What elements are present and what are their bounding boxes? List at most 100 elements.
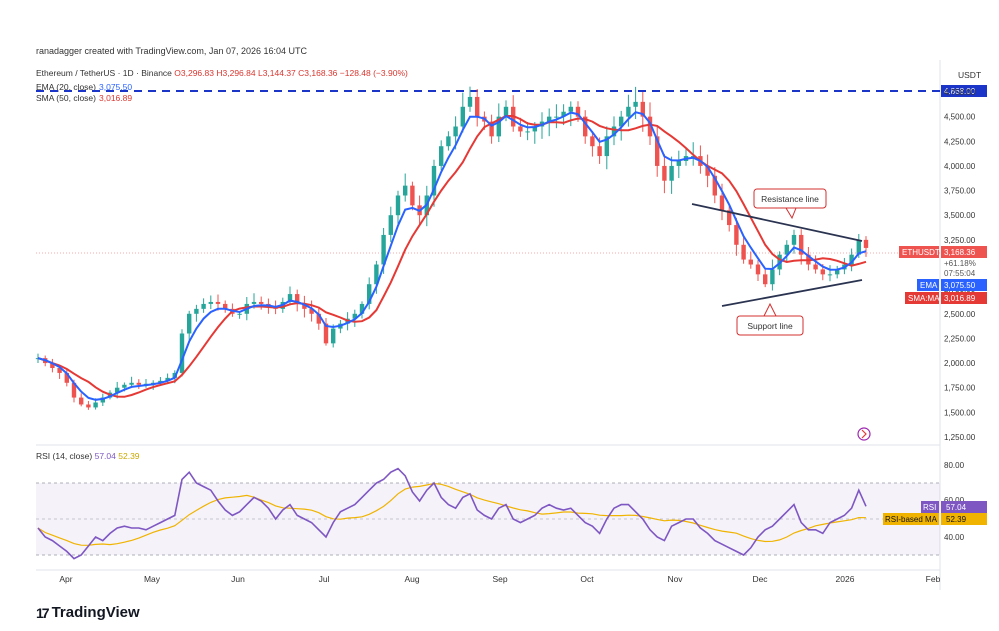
- candle-body[interactable]: [309, 308, 314, 314]
- currency-label[interactable]: USDT: [958, 70, 981, 80]
- ema-legend[interactable]: EMA (20, close) 3,075.50: [36, 82, 132, 92]
- candle-body[interactable]: [647, 116, 653, 137]
- candle-body[interactable]: [237, 313, 242, 315]
- candle-body[interactable]: [215, 301, 221, 304]
- candle-body[interactable]: [115, 387, 120, 393]
- candle-body[interactable]: [302, 303, 307, 309]
- candle-body[interactable]: [475, 96, 480, 117]
- candle-body[interactable]: [187, 313, 192, 334]
- candle-body[interactable]: [554, 116, 559, 118]
- candle-body[interactable]: [784, 244, 789, 255]
- symbol-title[interactable]: Ethereum / TetherUS · 1D · Binance: [36, 68, 172, 78]
- candle-body[interactable]: [446, 136, 451, 147]
- candle-body[interactable]: [863, 239, 869, 248]
- candle-body[interactable]: [381, 234, 386, 265]
- candle-body[interactable]: [352, 313, 357, 319]
- candle-body[interactable]: [547, 116, 552, 122]
- candle-body[interactable]: [813, 264, 818, 270]
- candle-body[interactable]: [395, 195, 401, 216]
- rsi-legend[interactable]: RSI (14, close) 57.04 52.39: [36, 451, 140, 461]
- candle-body[interactable]: [223, 303, 228, 309]
- candle-body[interactable]: [453, 126, 458, 137]
- candle-body[interactable]: [201, 303, 206, 309]
- candle-body[interactable]: [827, 274, 833, 276]
- candle-body[interactable]: [287, 294, 293, 302]
- ema-20-line[interactable]: [37, 111, 867, 401]
- candle-body[interactable]: [633, 101, 638, 107]
- candle-body[interactable]: [575, 106, 581, 117]
- candle-body[interactable]: [763, 274, 768, 285]
- candle-body[interactable]: [676, 161, 681, 166]
- candle-body[interactable]: [460, 106, 465, 127]
- candle-body[interactable]: [734, 225, 739, 245]
- candle-body[interactable]: [705, 165, 710, 176]
- candle-body[interactable]: [165, 377, 170, 381]
- candle-body[interactable]: [194, 308, 199, 314]
- candle-body[interactable]: [561, 111, 566, 117]
- candle-body[interactable]: [669, 165, 674, 181]
- candle-body[interactable]: [799, 234, 804, 255]
- candle-body[interactable]: [359, 303, 365, 314]
- candle-body[interactable]: [727, 210, 732, 226]
- candle-body[interactable]: [849, 254, 854, 265]
- resistance-trendline[interactable]: [691, 203, 863, 242]
- candle-body[interactable]: [748, 259, 753, 265]
- candle-body[interactable]: [431, 165, 437, 196]
- support-trendline[interactable]: [721, 279, 863, 307]
- candle-body[interactable]: [590, 136, 595, 147]
- candle-body[interactable]: [50, 363, 55, 368]
- sma-50-line[interactable]: [37, 115, 867, 398]
- candle-body[interactable]: [403, 185, 408, 196]
- candle-body[interactable]: [791, 234, 797, 245]
- candle-body[interactable]: [100, 397, 105, 403]
- candle-body[interactable]: [122, 384, 127, 388]
- candle-body[interactable]: [374, 264, 379, 285]
- candle-body[interactable]: [820, 269, 825, 275]
- candle-body[interactable]: [503, 106, 509, 117]
- candle-body[interactable]: [583, 116, 588, 137]
- candle-body[interactable]: [86, 404, 91, 408]
- candle-body[interactable]: [755, 264, 761, 275]
- candle-body[interactable]: [518, 126, 523, 132]
- candle-body[interactable]: [251, 301, 257, 304]
- candle-body[interactable]: [79, 397, 84, 405]
- candle-body[interactable]: [129, 382, 134, 385]
- tradingview-logo[interactable]: 17 TradingView: [36, 604, 140, 621]
- candle-body[interactable]: [712, 175, 717, 196]
- candle-body[interactable]: [439, 146, 444, 166]
- candle-body[interactable]: [626, 106, 631, 117]
- rsi-ma-line[interactable]: [37, 482, 867, 546]
- candle-body[interactable]: [640, 101, 645, 117]
- candle-body[interactable]: [489, 121, 494, 137]
- candle-body[interactable]: [467, 96, 473, 107]
- candle-body[interactable]: [208, 301, 213, 304]
- candle-body[interactable]: [770, 269, 775, 285]
- candle-body[interactable]: [57, 368, 62, 373]
- candle-body[interactable]: [719, 195, 725, 211]
- candle-body[interactable]: [856, 239, 861, 255]
- candle-body[interactable]: [691, 156, 696, 158]
- candle-body[interactable]: [71, 382, 77, 398]
- candle-body[interactable]: [496, 116, 501, 137]
- candle-body[interactable]: [525, 131, 530, 133]
- candle-body[interactable]: [662, 165, 667, 181]
- candle-body[interactable]: [604, 136, 609, 157]
- sma-legend[interactable]: SMA (50, close) 3,016.89: [36, 93, 132, 103]
- candle-body[interactable]: [568, 106, 573, 112]
- candle-body[interactable]: [367, 284, 372, 304]
- replay-icon[interactable]: [857, 427, 871, 441]
- candle-body[interactable]: [611, 126, 617, 137]
- candle-body[interactable]: [331, 328, 336, 344]
- candle-body[interactable]: [835, 269, 840, 275]
- candle-body[interactable]: [619, 116, 624, 127]
- candle-body[interactable]: [64, 372, 69, 383]
- candle-body[interactable]: [136, 382, 141, 385]
- candle-body[interactable]: [388, 215, 393, 235]
- candle-body[interactable]: [259, 301, 264, 304]
- candle-body[interactable]: [179, 333, 185, 373]
- candle-body[interactable]: [741, 244, 746, 260]
- candle-body[interactable]: [410, 185, 415, 206]
- rsi-line[interactable]: [37, 467, 867, 560]
- candle-body[interactable]: [93, 402, 98, 408]
